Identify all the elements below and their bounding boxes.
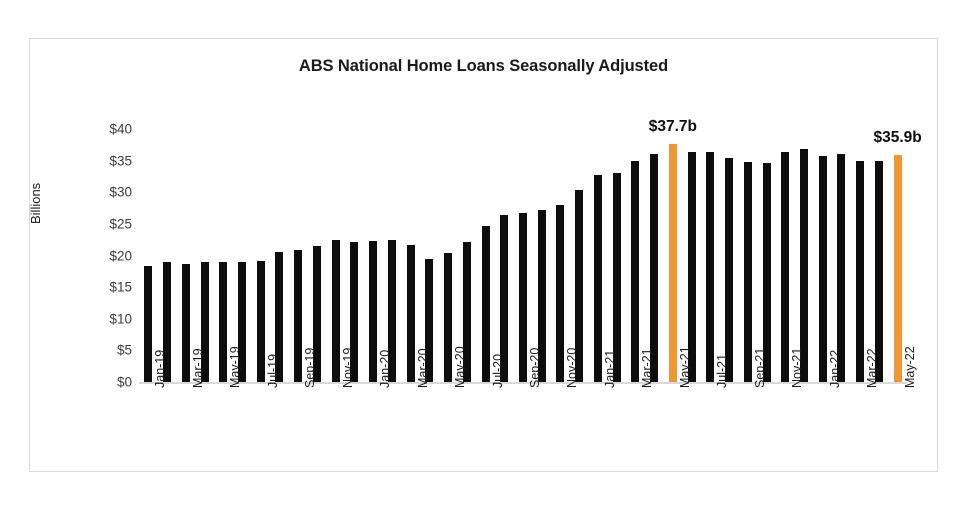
x-axis-line	[139, 382, 907, 384]
y-axis-tick: $0	[116, 374, 132, 390]
bar[interactable]	[837, 153, 846, 382]
bar[interactable]	[725, 158, 734, 382]
x-axis-tick: Jan-19	[153, 349, 168, 388]
bar[interactable]	[743, 161, 752, 382]
x-axis-tick: May-20	[453, 346, 468, 388]
bar[interactable]	[219, 262, 228, 382]
x-axis-tick: Mar-20	[415, 348, 430, 388]
bar[interactable]	[519, 212, 527, 382]
bar[interactable]	[762, 162, 771, 382]
x-axis-tick: Nov-19	[340, 347, 355, 388]
bar[interactable]	[818, 155, 827, 382]
bar[interactable]	[350, 241, 359, 382]
y-axis-tick: $10	[109, 311, 132, 327]
bar[interactable]	[706, 151, 715, 382]
bar[interactable]	[631, 161, 640, 382]
bar[interactable]	[294, 249, 303, 382]
bar[interactable]	[181, 263, 190, 382]
bar[interactable]	[856, 160, 865, 382]
bar[interactable]	[331, 240, 340, 382]
bar[interactable]	[612, 172, 621, 382]
x-axis-tick: Mar-22	[865, 348, 880, 388]
x-axis-tick: Sep-20	[528, 347, 542, 388]
y-axis-tick: $20	[109, 248, 132, 263]
x-axis-tick: Mar-19	[190, 348, 205, 388]
bar[interactable]	[650, 153, 659, 382]
x-axis-tick: Jan-21	[602, 349, 617, 388]
y-axis-tick: $25	[109, 216, 132, 232]
bar[interactable]	[238, 261, 247, 382]
bar[interactable]	[668, 143, 677, 382]
bar[interactable]	[144, 266, 153, 382]
chart-container: ABS National Home Loans Seasonally Adjus…	[28, 38, 938, 472]
bar[interactable]	[481, 225, 490, 382]
x-axis-tick: May-21	[677, 346, 692, 388]
x-axis-tick: May-19	[228, 346, 243, 388]
bar[interactable]	[387, 240, 396, 382]
x-axis-tick: Jan-20	[378, 349, 393, 388]
x-axis-tick: Nov-21	[790, 347, 805, 388]
x-axis-tick: Sep-21	[752, 347, 767, 388]
bar[interactable]	[406, 245, 415, 382]
y-axis-tick: $5	[116, 342, 132, 358]
y-axis-tick: $40	[109, 121, 132, 137]
bar[interactable]	[163, 261, 172, 382]
bar[interactable]	[874, 160, 883, 382]
bar[interactable]	[575, 190, 584, 382]
x-axis-tick: Jul-19	[265, 353, 280, 388]
bar[interactable]	[781, 151, 790, 382]
bar[interactable]	[799, 149, 808, 382]
bar[interactable]	[256, 260, 265, 382]
bar[interactable]	[687, 151, 696, 382]
x-axis-tick: Sep-19	[303, 347, 318, 388]
x-axis-tick: Nov-20	[565, 347, 580, 388]
data-label: $35.9b	[873, 128, 922, 146]
bar[interactable]	[500, 215, 509, 382]
bar[interactable]	[312, 246, 321, 382]
bar[interactable]	[537, 209, 546, 382]
bar[interactable]	[425, 259, 434, 382]
bar[interactable]	[369, 240, 378, 382]
y-axis-tick-labels: $40 $35 $30 $25 $20 $15 $10 $5 $0	[86, 122, 132, 390]
y-axis-tick: $30	[109, 184, 132, 200]
x-axis-tick: Jan-22	[827, 349, 842, 388]
bar[interactable]	[893, 154, 902, 382]
y-axis-tick: $15	[109, 279, 132, 295]
x-axis-tick-labels: Jan-19 Mar-19 May-19 Jul-19 Sep-19 Nov-19 Jan-…	[139, 346, 916, 468]
bar[interactable]	[462, 241, 471, 382]
bar[interactable]	[556, 204, 565, 382]
bar[interactable]	[593, 175, 602, 382]
x-axis-tick: Mar-21	[640, 348, 655, 388]
y-axis-tick: $35	[109, 153, 132, 169]
y-axis-title: Billions	[28, 182, 43, 224]
x-axis-tick: Jul-21	[715, 353, 730, 388]
bar[interactable]	[444, 252, 453, 382]
data-label: $37.7b	[648, 117, 697, 135]
chart-title: ABS National Home Loans Seasonally Adjus…	[298, 57, 669, 75]
bar[interactable]	[200, 262, 209, 382]
x-axis-tick: May-22	[902, 346, 917, 388]
plot-area	[139, 129, 907, 382]
x-axis-tick: Jul-20	[490, 353, 505, 388]
bar[interactable]	[275, 251, 284, 382]
